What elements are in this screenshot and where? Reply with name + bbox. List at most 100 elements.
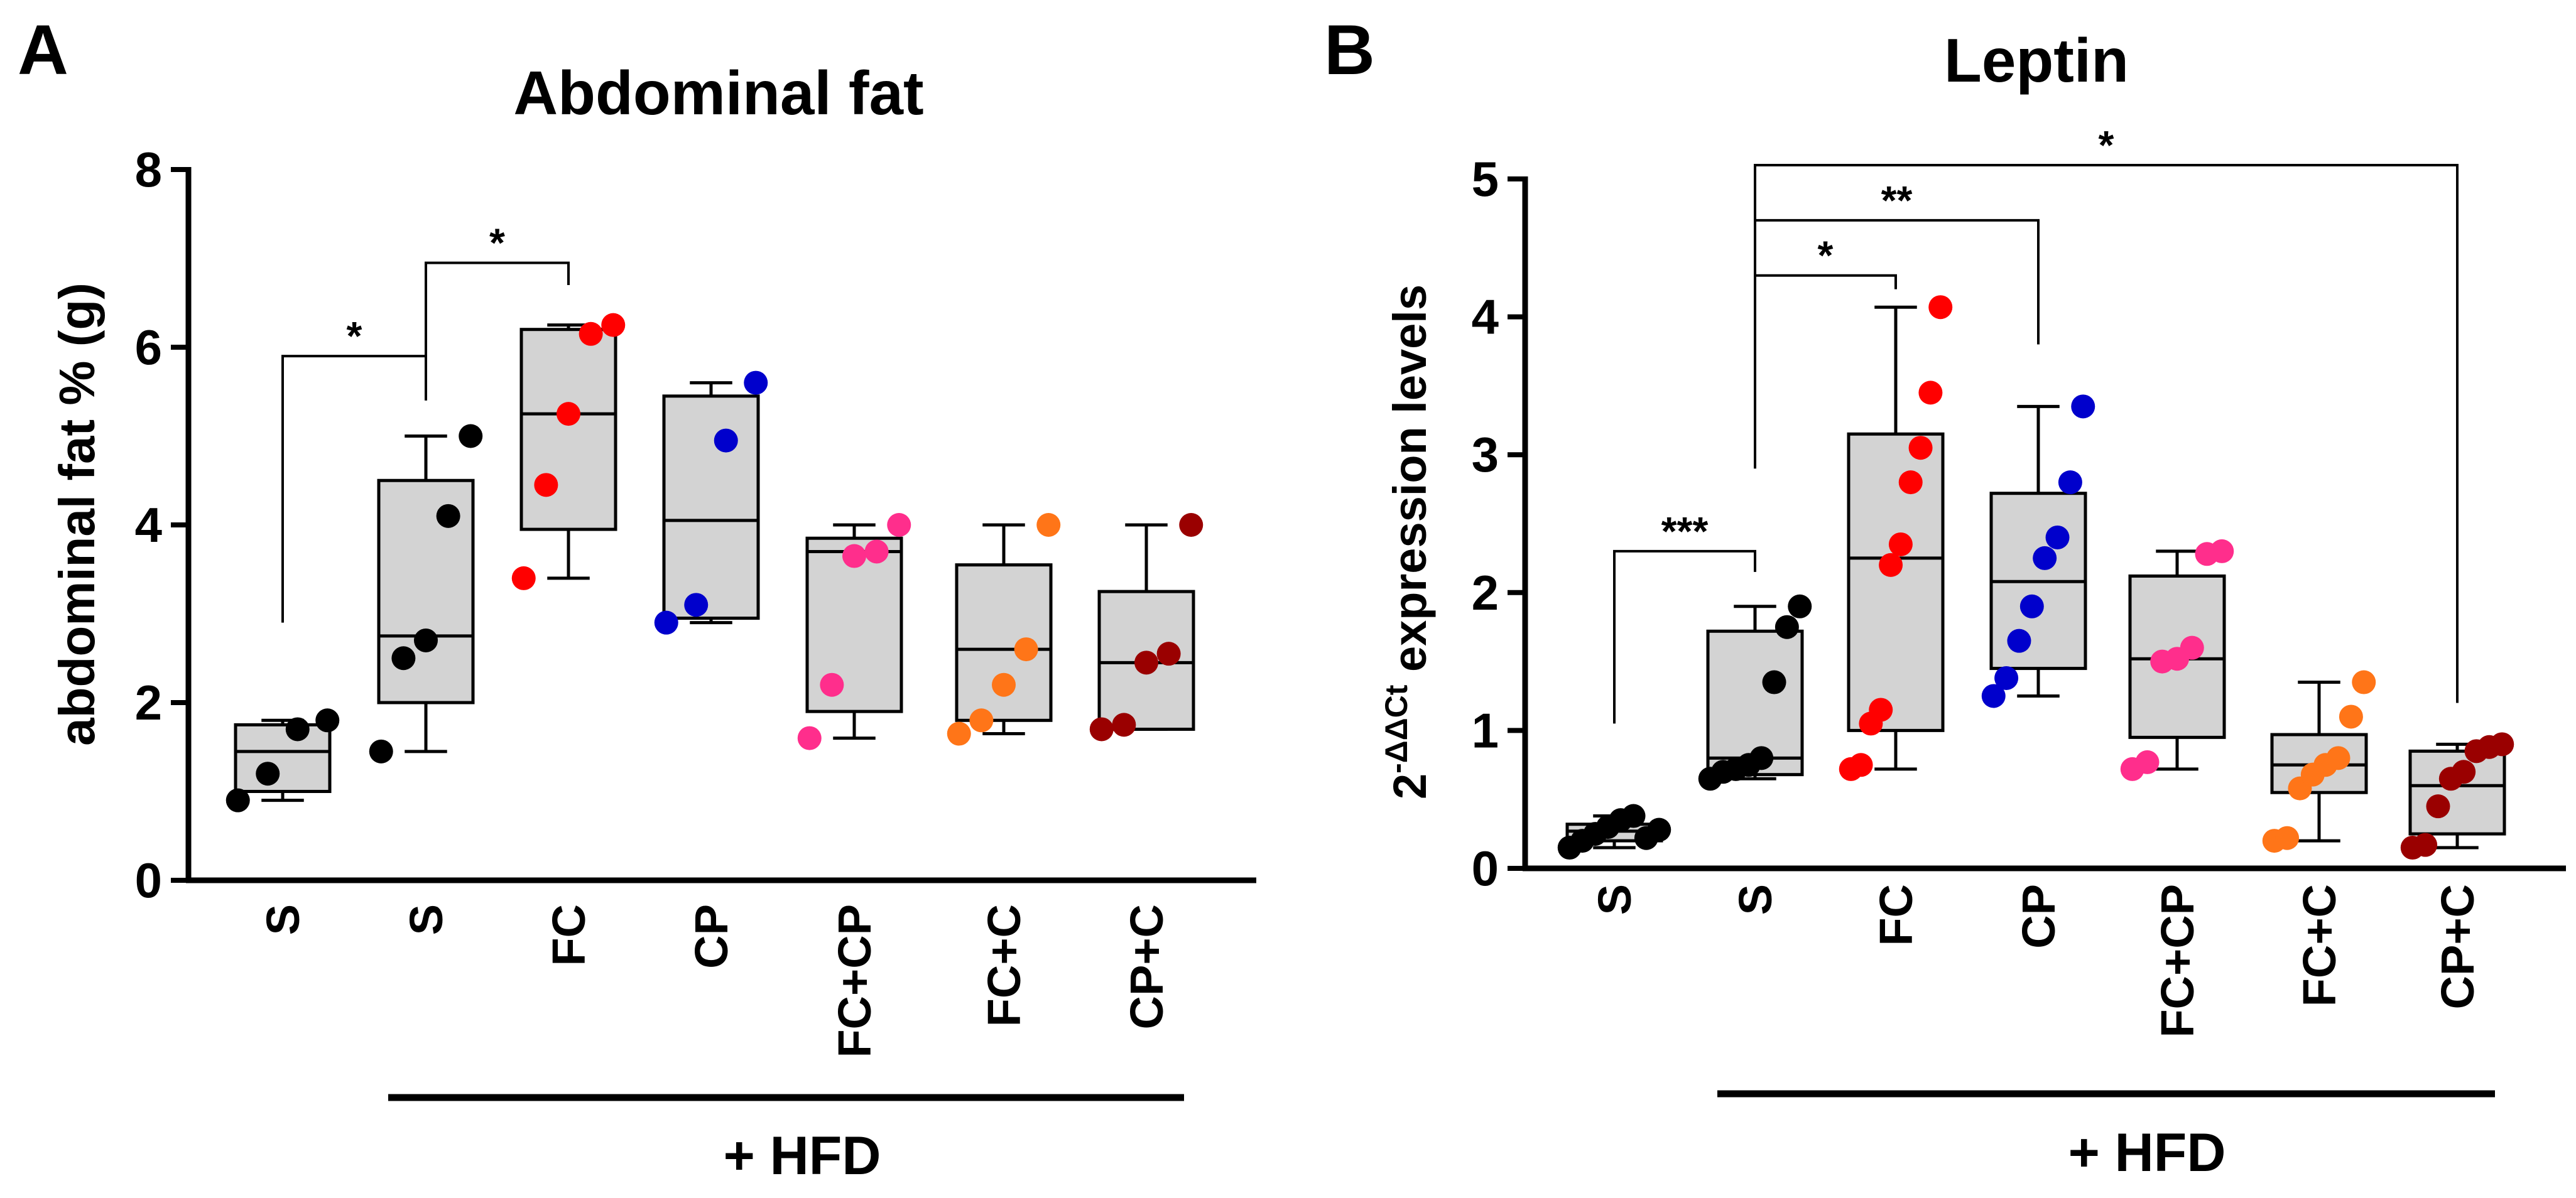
chart-b-y-tick-label: 2 [1472,565,1499,620]
chart-a-y-tick-label: 8 [135,142,162,197]
chart-a-data-point [1112,713,1136,737]
chart-b-data-point [2007,629,2031,653]
chart-a-data-point [1014,637,1038,662]
chart-b-data-point [1879,553,1903,577]
chart-a-data-point [1134,650,1158,675]
chart-a-data-point [684,593,709,617]
chart-b-data-point [1647,818,1671,842]
chart-b-category-label: CP+C [2432,884,2484,1009]
chart-a-data-point [992,672,1016,697]
chart-b-box [1847,432,1945,732]
chart-a-box [955,563,1053,722]
chart-a-significance-bracket [425,261,570,401]
chart-b-data-point [1994,666,2019,690]
chart-b-significance-label: * [2099,122,2114,168]
chart-a-data-point [459,424,483,448]
chart-a-category-label: S [400,904,452,935]
chart-b-y-tick-label: 0 [1472,841,1499,896]
chart-b-data-point [2413,833,2438,857]
chart-a-box [662,394,760,620]
chart-b-data-point [2045,525,2070,549]
chart-a-category-label: FC+CP [829,904,881,1058]
chart-b-category-label: CP [2013,884,2065,949]
chart-b-data-point [2352,670,2376,694]
chart-a-category-label: FC [543,904,595,966]
chart-a-data-point [256,762,280,786]
chart-a-y-tick-label: 0 [135,853,162,908]
chart-a-y-tick-label: 4 [135,497,162,553]
chart-a-data-point [557,402,580,426]
chart-b-ylabel-rest: expression levels [1384,284,1436,685]
chart-b-significance-bracket [1754,164,2459,703]
chart-a-category-label: CP+C [1121,904,1173,1029]
chart-a-data-point [1089,717,1114,742]
chart-b-significance-label: * [1818,233,1834,278]
chart-a-box [234,723,332,793]
chart-a-y-tick-label: 6 [135,320,162,375]
chart-a-data-point [369,739,393,764]
chart-a-data-point [534,473,558,497]
chart-b-significance-label: ** [1881,178,1913,223]
chart-b-data-point [1869,698,1893,722]
chart-a-category-label: CP [685,904,737,969]
chart-b-data-point [1928,295,1953,320]
chart-b-data-point [2019,594,2044,618]
chart-a-ylabel: abdominal fat % (g) [49,283,105,746]
chart-a-category-label: S [257,904,309,935]
chart-a-data-point [436,504,460,528]
chart-b-category-label: FC+CP [2151,884,2204,1038]
chart-a-data-point [714,428,738,453]
chart-a-data-point [579,321,603,346]
chart-a-significance-label: * [347,313,362,359]
chart-b-category-label: S [1589,884,1641,915]
chart-b-data-point [1908,436,1933,460]
chart-b-data-point [2135,750,2160,774]
chart-a-data-point [601,313,626,337]
chart-b-data-point [1981,684,2006,708]
chart-a-data-point [797,726,822,750]
chart-b-significance-bracket [1613,549,1756,724]
chart-b-data-point [1849,753,1873,777]
chart-b-data-point [2326,746,2350,770]
chart-a-data-point [1179,513,1204,537]
panel-letter-b: B [1324,11,1375,89]
chart-a-title: Abdominal fat [513,58,923,127]
chart-b-data-point [2180,635,2204,660]
chart-a-group-label: + HFD [724,1126,881,1186]
chart-a-data-point [969,708,994,733]
chart-b-data-point [1762,670,1786,694]
chart-a-data-point [391,646,416,671]
chart-a-data-point [414,628,438,652]
chart-b-ylabel-base: 2 [1384,774,1436,799]
chart-b-group-label: + HFD [2068,1123,2226,1183]
chart-b-data-point [2275,826,2300,850]
chart-b-significance-label: *** [1661,509,1709,554]
chart-a-data-point [842,544,866,568]
chart-b-y-tick-label: 5 [1472,151,1499,207]
chart-b-data-point [2426,794,2450,819]
chart-b-data-point [2058,470,2082,495]
chart-b-ylabel: 2-ΔΔCt expression levels [1379,284,1436,799]
chart-b-y-tick-label: 3 [1472,427,1499,482]
panel-letter-a: A [18,11,68,89]
chart-b-data-point [1774,615,1799,639]
chart-b-data-point [2452,760,2476,784]
chart-b-data-point [1788,594,1812,618]
chart-b-data-point [1918,380,1943,405]
chart-a-data-point [887,513,911,537]
chart-a-data-point [226,788,250,812]
chart-b-ylabel-sup: -ΔΔCt [1379,684,1414,774]
chart-a-data-point [511,566,536,590]
chart-b-title: Leptin [1944,26,2129,95]
chart-b-category-label: S [1729,884,1781,915]
chart-a-data-point [744,370,768,395]
chart-a-data-point [820,672,844,697]
chart-a-box [519,328,617,531]
chart-a-data-point [1156,642,1181,666]
chart-b-data-point [1898,470,1923,495]
chart-b-data-point [2071,394,2095,419]
chart-b-y-tick-label: 4 [1472,289,1499,345]
chart-b-data-point [1749,746,1774,770]
